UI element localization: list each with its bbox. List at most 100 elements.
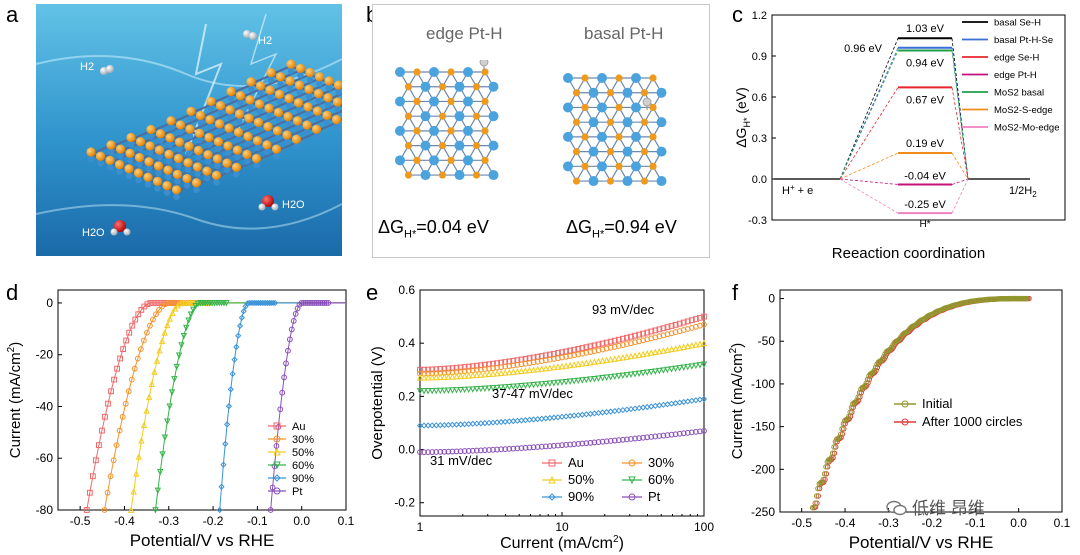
x-tick-label: 10 <box>555 520 569 534</box>
data-point <box>615 336 622 343</box>
x-tick-label: -0.2 <box>203 514 224 528</box>
mo-atom <box>224 149 232 157</box>
data-point <box>465 363 472 370</box>
mo-atom <box>217 109 224 116</box>
data-point <box>562 378 570 386</box>
data-point <box>102 413 108 420</box>
h2o-molecule-1 <box>110 220 131 236</box>
data-point <box>171 300 178 306</box>
data-point <box>229 370 236 377</box>
s-atom <box>254 99 265 109</box>
data-point <box>502 446 509 452</box>
data-point <box>550 363 558 371</box>
data-point <box>595 439 602 445</box>
data-point <box>820 476 826 483</box>
y-tick-label: 0.6 <box>398 283 415 297</box>
mo-atom <box>463 125 473 136</box>
plot-frame <box>779 289 1063 513</box>
s-atom <box>291 134 302 144</box>
data-point <box>187 311 195 318</box>
s-atom <box>135 137 146 147</box>
s-atom <box>438 112 447 120</box>
mo-atom <box>275 116 282 123</box>
data-point <box>526 444 533 451</box>
s-atom <box>205 115 215 125</box>
data-point <box>874 364 881 371</box>
x-tick-label: 0.1 <box>1054 516 1071 530</box>
chart-c: -0.3 0.0 0.3 0.6 0.9 1.2 ΔGH* (eV) Reeaction co… <box>733 10 1066 262</box>
data-point <box>672 431 679 438</box>
s-atom <box>313 88 324 99</box>
data-point <box>171 305 179 312</box>
connector-dash <box>951 152 969 180</box>
series-Pt <box>417 428 707 456</box>
data-point <box>832 439 839 445</box>
data-point <box>611 343 618 350</box>
s-atom <box>231 162 242 172</box>
data-point <box>510 362 517 369</box>
legend-label: edge Pt-H <box>994 70 1037 81</box>
data-point <box>485 370 493 378</box>
data-point <box>664 324 671 330</box>
data-point <box>152 507 159 514</box>
mo-atom <box>246 103 254 111</box>
data-point <box>570 361 578 368</box>
mo-atom <box>597 161 607 172</box>
data-point <box>571 346 578 353</box>
y-tick-label: -0.2 <box>394 496 415 510</box>
data-point <box>164 418 171 425</box>
y-tick-label: 0.0 <box>752 174 767 186</box>
data-point <box>248 299 255 307</box>
mo-atom <box>335 88 342 96</box>
data-point <box>664 366 671 374</box>
curve <box>155 302 227 511</box>
data-point <box>864 376 871 383</box>
y-tick-label: -20 <box>36 348 54 362</box>
data-point <box>161 434 169 441</box>
mo-atom <box>213 179 220 186</box>
data-point <box>660 332 667 339</box>
data-point <box>834 439 840 445</box>
data-point <box>554 379 562 387</box>
mo-atom <box>233 171 240 178</box>
s-atom <box>324 76 334 86</box>
data-point <box>829 450 836 456</box>
s-atom <box>572 89 581 97</box>
data-point <box>313 300 320 306</box>
end-state-label: 1/2H2 <box>1009 185 1037 199</box>
x-tick-label: -0.2 <box>922 516 943 530</box>
mo-atom <box>395 67 405 77</box>
data-point <box>302 300 309 306</box>
data-point <box>530 366 537 373</box>
h2-label-2: H2 <box>258 35 272 47</box>
data-point <box>815 485 821 492</box>
data-point <box>126 329 133 336</box>
data-point <box>453 387 460 394</box>
y-tick-label: 0.2 <box>398 389 415 403</box>
data-point <box>1024 295 1030 302</box>
data-point <box>591 348 598 355</box>
mo-atom <box>316 80 323 87</box>
data-point <box>445 365 452 372</box>
data-point <box>668 366 675 373</box>
s-atom <box>606 89 615 97</box>
data-point <box>546 356 553 363</box>
y-tick-label: 0 <box>46 296 53 310</box>
data-point <box>587 343 594 350</box>
data-point <box>903 329 910 335</box>
data-point <box>473 447 480 454</box>
s-atom <box>124 164 134 174</box>
mo-atom <box>106 164 114 171</box>
data-point <box>688 363 696 370</box>
s-atom <box>134 152 145 163</box>
data-point <box>591 375 598 383</box>
mo-atom <box>463 155 473 166</box>
data-point <box>449 365 456 372</box>
s-atom <box>213 137 224 147</box>
s-atom <box>233 127 244 137</box>
s-atom <box>115 144 126 154</box>
data-point <box>138 437 145 444</box>
data-point <box>684 326 691 332</box>
data-point <box>632 435 638 442</box>
data-point <box>107 473 114 480</box>
